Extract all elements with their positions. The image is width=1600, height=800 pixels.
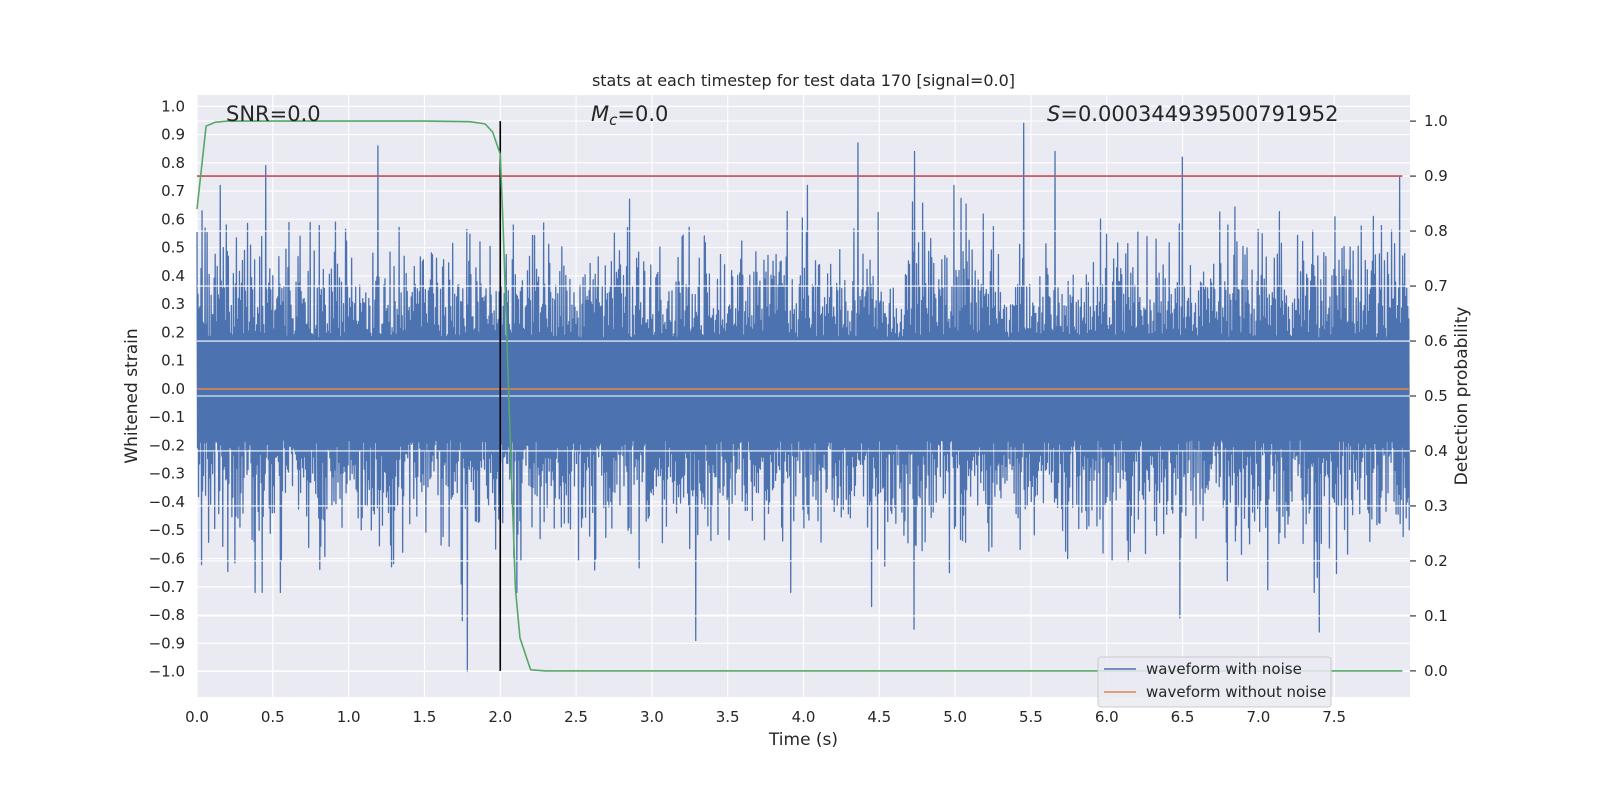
legend-label-clean: waveform without noise: [1146, 683, 1326, 701]
y-tick-label: −0.6: [149, 550, 185, 568]
y-tick-label: −1.0: [149, 663, 185, 681]
x-tick-label: 3.5: [716, 708, 740, 726]
y-tick-label: −0.1: [149, 408, 185, 426]
x-tick-label: 5.5: [1019, 708, 1043, 726]
score-annotation: S=0.000344939500791952: [1047, 102, 1338, 126]
x-tick-label: 3.0: [640, 708, 664, 726]
legend-box: [1097, 656, 1332, 708]
y2-tick-label: 0.2: [1424, 552, 1448, 570]
y-tick-label: −0.2: [149, 436, 185, 454]
x-tick-label: 7.5: [1322, 708, 1346, 726]
mc-symbol: M: [591, 102, 609, 126]
y-tick-label: 0.7: [161, 182, 185, 200]
chart-title: stats at each timestep for test data 170…: [592, 71, 1015, 90]
mc-value: =0.0: [617, 102, 668, 126]
y2-tick-label: 0.3: [1424, 497, 1448, 515]
y-tick-label: 0.0: [161, 380, 185, 398]
x-tick-label: 6.5: [1171, 708, 1195, 726]
y-tick-label: −0.5: [149, 521, 185, 539]
y2-tick-label: 1.0: [1424, 112, 1448, 130]
x-tick-label: 5.0: [943, 708, 967, 726]
legend-label-noise: waveform with noise: [1146, 660, 1302, 678]
waveform-with-noise-series: [196, 122, 1410, 673]
snr-annotation: SNR=0.0: [226, 102, 321, 126]
x-tick-label: 7.0: [1246, 708, 1270, 726]
y2-tick-label: 0.7: [1424, 277, 1448, 295]
y2-axis-label: Detection probability: [1452, 307, 1472, 486]
mc-subscript: c: [609, 111, 618, 129]
x-tick-label: 0.5: [261, 708, 285, 726]
y-tick-label: 0.2: [161, 323, 185, 341]
s-value: =0.000344939500791952: [1060, 102, 1338, 126]
y-tick-label: 0.1: [161, 352, 185, 370]
x-tick-label: 0.0: [185, 708, 209, 726]
s-symbol: S: [1047, 102, 1060, 126]
y2-tick-label: 0.9: [1424, 167, 1448, 185]
y-tick-label: 0.6: [161, 210, 185, 228]
x-tick-label: 4.5: [867, 708, 891, 726]
y-tick-label: 0.9: [161, 126, 185, 144]
y-tick-labels: 1.0 0.9 0.8 0.7 0.6 0.5 0.4 0.3 0.2 0.1 0.0 −0.1 −0.…: [149, 97, 185, 680]
y2-tick-label: 0.5: [1424, 387, 1448, 405]
waveform-with-noise-line: [196, 122, 1410, 673]
y-tick-label: −0.9: [149, 634, 185, 652]
y-tick-label: −0.3: [149, 465, 185, 483]
y-tick-label: 0.5: [161, 239, 185, 257]
x-tick-label: 1.0: [337, 708, 361, 726]
y-tick-label: −0.7: [149, 578, 185, 596]
y-tick-label: 0.3: [161, 295, 185, 313]
y2-tick-label: 0.4: [1424, 442, 1448, 460]
y2-tick-label: 0.1: [1424, 607, 1448, 625]
x-tick-label: 2.0: [488, 708, 512, 726]
x-tick-label: 6.0: [1095, 708, 1119, 726]
x-tick-labels: 0.0 0.5 1.0 1.5 2.0 2.5 3.0 3.5 4.0 4.5 5.0 5.5 6.0 6…: [185, 708, 1346, 726]
x-tick-label: 2.5: [564, 708, 588, 726]
y2-tick-label: 0.0: [1424, 662, 1448, 680]
y-axis-label: Whitened strain: [122, 328, 142, 463]
y-tick-label: −0.8: [149, 606, 185, 624]
y-tick-label: 0.4: [161, 267, 185, 285]
chirp-mass-annotation: Mc=0.0: [591, 102, 668, 129]
y-tick-label: −0.4: [149, 493, 185, 511]
y2-tick-label: 0.8: [1424, 222, 1448, 240]
chart-overlays: [196, 120, 1410, 672]
y-tick-label: 1.0: [161, 97, 185, 115]
x-axis-label: Time (s): [768, 730, 838, 750]
legend: waveform with noise waveform without noi…: [1097, 656, 1332, 708]
detection-probability-line: [196, 120, 1403, 672]
y2-tick-label: 0.6: [1424, 332, 1448, 350]
y2-tick-labels: 1.0 0.9 0.8 0.7 0.6 0.5 0.4 0.3 0.2 0.1 0.0: [1410, 112, 1448, 680]
x-tick-label: 1.5: [413, 708, 437, 726]
x-tick-label: 4.0: [792, 708, 816, 726]
y-tick-label: 0.8: [161, 154, 185, 172]
